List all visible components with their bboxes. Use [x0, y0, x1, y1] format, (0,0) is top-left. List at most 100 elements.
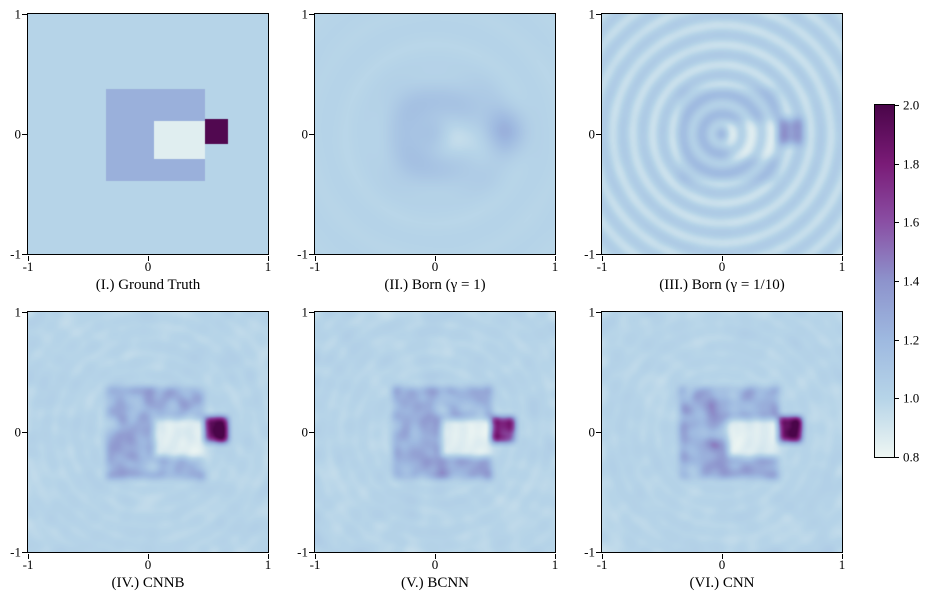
x-tick-mark — [28, 554, 29, 559]
colorbar-tick-mark — [895, 222, 899, 224]
colorbar-tick-label: 1.0 — [903, 390, 920, 406]
colorbar-tick-label: 1.4 — [903, 273, 920, 289]
x-tick-label: -1 — [22, 259, 34, 274]
y-tick-mark — [22, 312, 27, 313]
colorbar-tick-label: 0.8 — [903, 449, 920, 465]
y-tick-label: -1 — [297, 246, 308, 262]
x-tick-mark — [148, 554, 149, 559]
panel-caption: (III.) Born (γ = 1/10) — [659, 277, 785, 293]
x-tick-mark — [435, 554, 436, 559]
x-tick-label: -1 — [596, 557, 608, 572]
colorbar-tick-label: 1.2 — [903, 332, 920, 348]
x-tick-mark — [602, 256, 603, 261]
subplot-panel-II: 1 -1 0 0 -1 1 (II.) Born (γ = 1) — [297, 8, 558, 294]
x-tick-label: 1 — [838, 259, 846, 274]
y-tick-mark — [22, 14, 27, 15]
x-tick-mark — [268, 554, 269, 559]
heatmap-canvas-III — [601, 13, 843, 255]
y-tick-label: -1 — [584, 246, 595, 262]
y-tick-mark — [596, 254, 601, 255]
y-tick-label: 0 — [588, 424, 596, 440]
y-tick-label: 1 — [301, 6, 309, 22]
x-tick-label: 0 — [144, 557, 152, 572]
y-tick-label: -1 — [584, 544, 595, 560]
x-tick-label: 0 — [718, 259, 726, 274]
y-tick-mark — [309, 432, 314, 433]
colorbar-tick-label: 2.0 — [903, 97, 920, 113]
colorbar-tick-label: 1.8 — [903, 156, 920, 172]
colorbar-tick-label: 1.6 — [903, 214, 920, 230]
y-tick-mark — [596, 432, 601, 433]
x-tick-label: 1 — [838, 557, 846, 572]
y-tick-mark — [22, 552, 27, 553]
heatmap-canvas-IV — [27, 311, 269, 553]
x-tick-mark — [722, 554, 723, 559]
heatmap-canvas-I — [27, 13, 269, 255]
y-tick-mark — [309, 134, 314, 135]
y-tick-mark — [309, 14, 314, 15]
y-tick-label: 1 — [14, 6, 22, 22]
x-tick-mark — [28, 256, 29, 261]
y-tick-mark — [22, 134, 27, 135]
x-tick-label: 1 — [264, 557, 272, 572]
x-tick-label: -1 — [22, 557, 34, 572]
x-tick-mark — [315, 256, 316, 261]
x-tick-label: -1 — [309, 557, 321, 572]
y-tick-label: 0 — [14, 126, 22, 142]
colorbar-tick-mark — [895, 281, 899, 282]
y-tick-label: 1 — [301, 304, 309, 320]
y-tick-mark — [596, 312, 601, 313]
x-tick-label: 1 — [551, 557, 559, 572]
y-tick-mark — [309, 312, 314, 313]
heatmap-canvas-II — [314, 13, 556, 255]
y-tick-label: 0 — [588, 126, 596, 142]
colorbar-tick-mark — [895, 163, 899, 165]
x-tick-label: 0 — [431, 259, 439, 274]
y-tick-mark — [309, 254, 314, 255]
y-tick-mark — [596, 552, 601, 553]
panel-caption: (II.) Born (γ = 1) — [384, 277, 486, 293]
x-tick-mark — [435, 256, 436, 261]
y-tick-mark — [309, 552, 314, 553]
subplot-panel-III: 1 -1 0 0 -1 1 (III.) Born (γ = 1/10) — [584, 8, 845, 294]
x-tick-mark — [555, 256, 556, 261]
x-tick-mark — [842, 554, 843, 559]
y-tick-label: 0 — [14, 424, 22, 440]
panel-caption: (IV.) CNNB — [111, 575, 185, 591]
colorbar-tick-mark — [895, 398, 899, 400]
subplot-panel-IV: 1 -1 0 0 -1 1 (IV.) CNNB — [10, 306, 271, 592]
y-tick-mark — [596, 134, 601, 135]
panel-caption: (V.) BCNN — [400, 575, 470, 591]
colorbar: 0.8 1.0 1.2 1.4 1.6 1.8 2.0 — [874, 99, 919, 464]
x-tick-mark — [268, 256, 269, 261]
y-tick-mark — [22, 432, 27, 433]
colorbar-tick-mark — [895, 457, 899, 458]
x-tick-label: 1 — [551, 259, 559, 274]
subplot-panel-V: 1 -1 0 0 -1 1 (V.) BCNN — [297, 306, 558, 592]
y-tick-label: -1 — [297, 544, 308, 560]
heatmap-canvas-VI — [601, 311, 843, 553]
y-tick-label: 1 — [14, 304, 22, 320]
colorbar-tick-mark — [895, 105, 899, 106]
y-tick-mark — [22, 254, 27, 255]
y-tick-label: 0 — [301, 424, 309, 440]
x-tick-label: 0 — [718, 557, 726, 572]
x-tick-label: 1 — [264, 259, 272, 274]
colorbar-gradient — [874, 104, 895, 458]
y-tick-label: -1 — [10, 544, 21, 560]
heatmap-canvas-V — [314, 311, 556, 553]
x-tick-label: -1 — [309, 259, 321, 274]
subplot-panel-VI: 1 -1 0 0 -1 1 (VI.) CNN — [584, 306, 845, 592]
x-tick-label: 0 — [144, 259, 152, 274]
x-tick-mark — [842, 256, 843, 261]
panel-caption: (I.) Ground Truth — [95, 277, 201, 293]
y-tick-label: 0 — [301, 126, 309, 142]
subplot-panel-I: 1 -1 0 0 -1 1 (I.) Ground Truth — [10, 8, 271, 294]
y-tick-label: 1 — [588, 304, 596, 320]
y-tick-label: -1 — [10, 246, 21, 262]
y-tick-label: 1 — [588, 6, 596, 22]
panel-caption: (VI.) CNN — [689, 575, 755, 591]
x-tick-mark — [315, 554, 316, 559]
x-tick-label: -1 — [596, 259, 608, 274]
